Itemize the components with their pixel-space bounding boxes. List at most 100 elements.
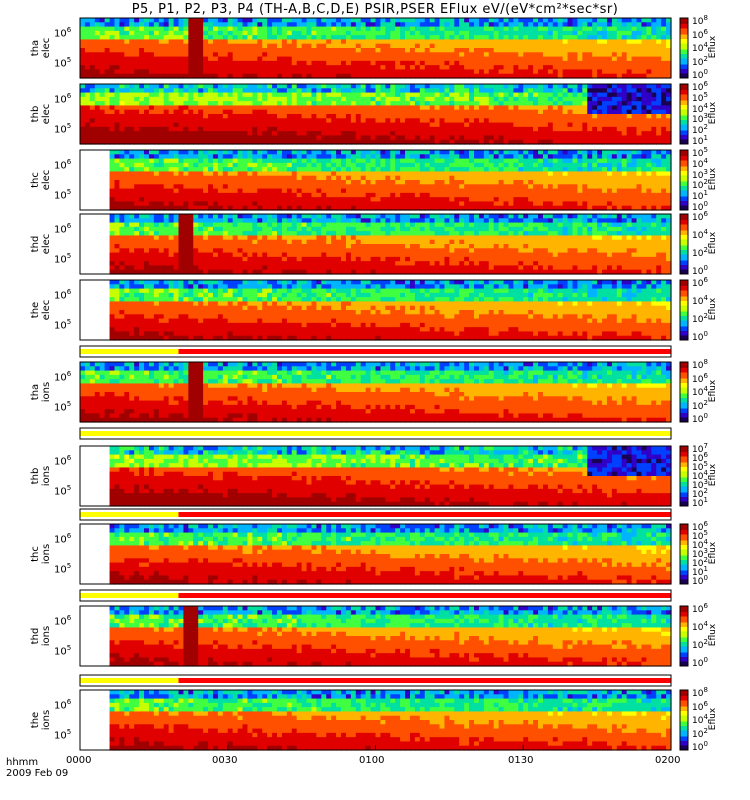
- spectrogram-panel: [79, 17, 672, 79]
- spectrogram-panel: [79, 361, 672, 423]
- panel-name: thc ions: [30, 529, 52, 579]
- panel-name: tha elec: [30, 23, 52, 73]
- colorbar-tick-label: 101: [692, 565, 708, 578]
- mode-bar: [79, 589, 672, 602]
- panel-name: thd elec: [30, 219, 52, 269]
- spectrogram-panel: [79, 83, 672, 145]
- panel-name-line2: elec: [41, 103, 52, 125]
- colorbar-title: Eflux: [708, 101, 719, 125]
- panel-name-line2: elec: [41, 169, 52, 191]
- colorbar-tick-label: 104: [692, 156, 708, 170]
- y-tick-label: 105: [54, 644, 72, 658]
- panel-name-line2: ions: [41, 381, 52, 403]
- colorbar-tick-label: 100: [692, 330, 708, 343]
- panel-name-line1: thb: [30, 467, 41, 485]
- mode-bar-segment: [178, 349, 671, 354]
- x-tick-label: 0030: [212, 755, 238, 766]
- spectrogram-panel: [79, 279, 672, 341]
- colorbar-tick-label: 106: [692, 699, 708, 713]
- y-tick-label: 105: [54, 728, 72, 742]
- colorbar: [679, 279, 689, 341]
- colorbar-tick-label: 103: [692, 112, 708, 126]
- colorbar-title: Eflux: [708, 297, 719, 321]
- y-tick-label: 106: [54, 614, 72, 628]
- colorbar-tick-label: 106: [692, 451, 708, 464]
- mode-bar-segment: [80, 593, 179, 598]
- panel-name: thb elec: [30, 89, 52, 139]
- colorbar-tick-label: 104: [692, 469, 708, 482]
- colorbar: [679, 523, 689, 585]
- colorbar: [679, 605, 689, 667]
- y-tick-label: 105: [54, 400, 72, 414]
- colorbar-tick-label: 102: [692, 638, 708, 651]
- y-tick-label: 105: [54, 56, 72, 70]
- colorbar-tick-label: 105: [692, 460, 708, 473]
- panel-name-line2: ions: [41, 543, 52, 565]
- y-tick-label: 105: [54, 484, 72, 498]
- panel-name-line2: elec: [41, 233, 52, 255]
- colorbar: [679, 445, 689, 507]
- panel-frame: [79, 17, 672, 79]
- mode-bar: [79, 508, 672, 521]
- mode-bar-segment: [80, 512, 179, 517]
- panel-frame: [79, 149, 672, 211]
- panel-name-line1: tha: [30, 39, 41, 57]
- colorbar: [679, 17, 689, 79]
- colorbar-title: Eflux: [708, 463, 719, 487]
- colorbar-tick-label: 102: [692, 726, 708, 740]
- colorbar: [679, 149, 689, 211]
- colorbar-tick-label: 102: [692, 178, 708, 192]
- colorbar-tick-label: 102: [692, 246, 708, 259]
- colorbar-title: Eflux: [708, 379, 719, 403]
- x-axis-label-date: 2009 Feb 09: [6, 768, 69, 779]
- colorbar: [679, 213, 689, 275]
- panel-name-line1: thd: [30, 627, 41, 645]
- colorbar-title: Eflux: [708, 707, 719, 731]
- colorbar-tick-label: 106: [692, 371, 708, 385]
- y-tick-label: 105: [54, 318, 72, 332]
- mode-bar-segment: [80, 349, 179, 354]
- colorbar-tick-label: 100: [692, 412, 708, 425]
- y-tick-label: 105: [54, 188, 72, 202]
- colorbar-tick-label: 104: [692, 101, 708, 115]
- colorbar-tick-label: 108: [692, 686, 708, 699]
- colorbar-title: Eflux: [708, 35, 719, 59]
- x-tick-label: 0100: [359, 755, 385, 766]
- panel-frame: [79, 213, 672, 275]
- colorbar-tick-label: 106: [692, 276, 708, 289]
- panel-name: thb ions: [30, 451, 52, 501]
- x-axis-label-hhmm: hhmm: [6, 757, 39, 768]
- panel-frame: [79, 445, 672, 507]
- colorbar: [679, 361, 689, 423]
- colorbar-tick-label: 102: [692, 398, 708, 412]
- colorbar-tick-label: 102: [692, 487, 708, 500]
- colorbar-title: Eflux: [708, 623, 719, 647]
- x-tick-label: 0000: [66, 755, 92, 766]
- colorbar-title: Eflux: [708, 231, 719, 255]
- colorbar-tick-label: 101: [692, 134, 708, 147]
- chart-title: P5, P1, P2, P3, P4 (TH-A,B,C,D,E) PSIR,P…: [131, 2, 619, 17]
- panel-name: the elec: [30, 285, 52, 335]
- colorbar-tick-label: 101: [692, 496, 708, 509]
- spectrogram-panel: [79, 605, 672, 667]
- colorbar-tick-label: 108: [692, 358, 708, 371]
- y-tick-label: 105: [54, 562, 72, 576]
- y-tick-label: 105: [54, 252, 72, 266]
- panel-frame: [79, 361, 672, 423]
- colorbar-tick-label: 105: [692, 146, 708, 159]
- y-tick-label: 106: [54, 370, 72, 384]
- y-tick-label: 106: [54, 26, 72, 40]
- colorbar-tick-label: 106: [692, 602, 708, 615]
- colorbar-tick-label: 106: [692, 80, 708, 93]
- panel-name-line2: elec: [41, 299, 52, 321]
- colorbar-tick-label: 103: [692, 167, 708, 181]
- colorbar-tick-label: 102: [692, 556, 708, 569]
- y-tick-label: 105: [54, 122, 72, 136]
- spectrogram-panel: [79, 213, 672, 275]
- y-tick-label: 106: [54, 288, 72, 302]
- panel-name-line1: thc: [30, 546, 41, 562]
- colorbar-tick-label: 103: [692, 478, 708, 491]
- colorbar: [679, 83, 689, 145]
- x-tick-label: 0200: [655, 755, 681, 766]
